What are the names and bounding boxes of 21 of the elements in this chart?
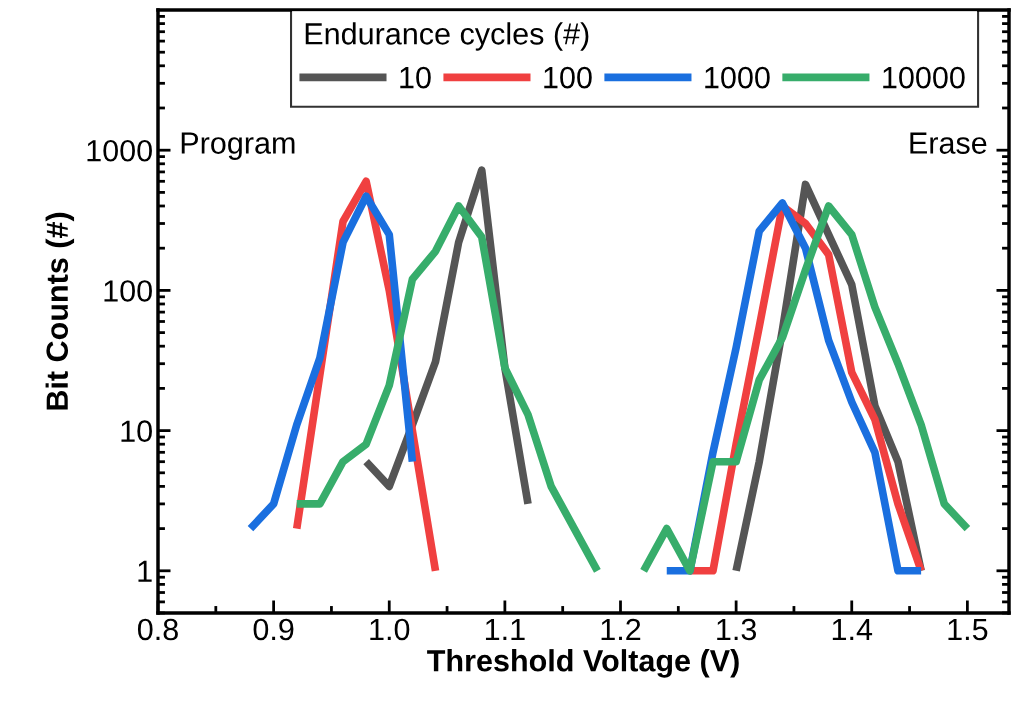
annotation: Program	[181, 132, 295, 160]
y-tick-label: 1	[138, 560, 152, 582]
x-tick-label: 1.1	[485, 618, 525, 640]
y-tick-label: 10	[121, 420, 152, 442]
x-tick-label: 1.3	[717, 618, 757, 641]
x-axis-title: Threshold Voltage (V)	[427, 649, 739, 678]
legend-label: 100	[544, 66, 592, 89]
y-tick-label: 1000	[87, 139, 152, 162]
x-tick-label: 0.8	[137, 618, 178, 641]
x-tick-label: 1.5	[948, 618, 988, 641]
legend-label: 10000	[883, 66, 965, 89]
legend-title: Endurance cycles (#)	[305, 22, 589, 51]
x-tick-label: 1.2	[601, 618, 641, 640]
legend-label: 10	[400, 66, 431, 89]
x-tick-label: 0.9	[253, 618, 294, 641]
y-axis-title: Bit Counts (#)	[45, 212, 75, 410]
annotation: Erase	[910, 132, 987, 154]
y-tick-label: 100	[104, 280, 152, 302]
x-tick-label: 1.4	[832, 618, 873, 640]
legend-label: 1000	[705, 66, 770, 89]
x-tick-label: 1.0	[370, 618, 410, 641]
